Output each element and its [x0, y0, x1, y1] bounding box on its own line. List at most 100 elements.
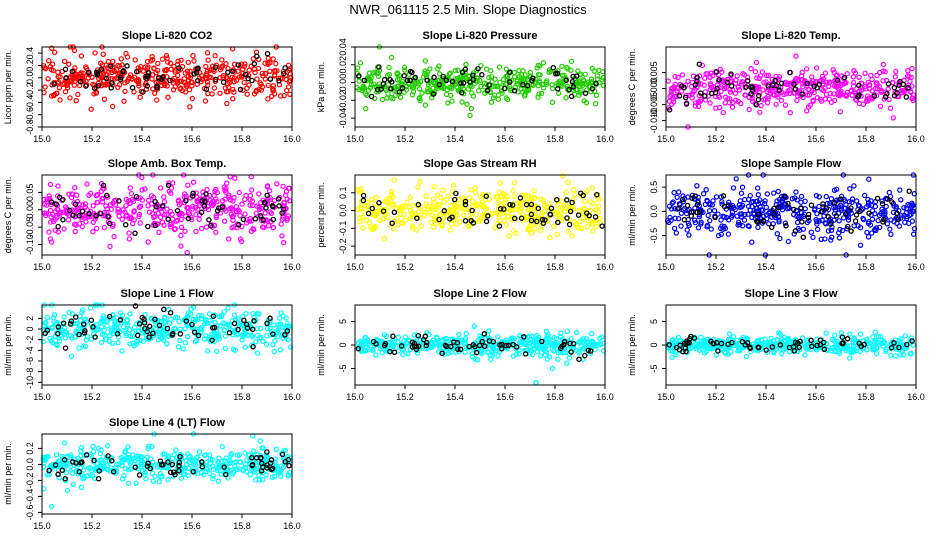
data-point	[474, 357, 481, 363]
data-point	[205, 90, 211, 97]
reference-point	[251, 61, 258, 67]
data-point	[231, 89, 237, 95]
data-point	[788, 80, 794, 86]
data-point	[98, 188, 105, 195]
data-point	[182, 326, 188, 332]
y-tick-label: 0	[338, 342, 348, 347]
data-point	[125, 76, 132, 82]
y-tick-label: -0.010	[649, 108, 659, 134]
data-point	[486, 74, 492, 81]
reference-point	[775, 204, 782, 211]
data-point	[489, 210, 495, 217]
data-point	[537, 72, 543, 78]
data-point	[555, 356, 561, 362]
reference-point	[844, 336, 851, 342]
x-tick-label: 15.8	[233, 262, 251, 272]
reference-point	[83, 83, 89, 89]
data-point	[194, 455, 200, 461]
data-point	[286, 78, 292, 85]
reference-point	[568, 349, 574, 355]
reference-point	[891, 340, 897, 346]
data-point	[832, 349, 838, 355]
data-point	[280, 183, 286, 190]
reference-point	[455, 346, 461, 352]
data-point	[510, 187, 516, 194]
data-point	[169, 221, 175, 227]
data-point	[77, 448, 84, 454]
data-point	[126, 327, 133, 333]
data-point	[226, 77, 233, 83]
reference-point	[535, 205, 542, 212]
data-point	[776, 330, 782, 336]
reference-point	[244, 325, 251, 331]
data-point	[185, 204, 191, 211]
reference-point	[378, 86, 384, 92]
data-point	[568, 58, 575, 65]
data-point	[285, 453, 291, 460]
reference-point	[871, 93, 878, 99]
reference-point	[874, 195, 881, 202]
data-point	[587, 207, 593, 213]
reference-point	[195, 77, 201, 84]
data-point	[745, 211, 751, 217]
data-point	[891, 203, 897, 209]
data-point	[65, 216, 72, 223]
data-point	[99, 199, 106, 205]
data-point	[122, 466, 129, 472]
data-point	[159, 209, 165, 215]
data-point	[496, 92, 502, 98]
reference-point	[264, 192, 270, 199]
data-point	[511, 193, 518, 199]
y-tick-label: -0.4	[25, 489, 35, 505]
data-point	[538, 90, 545, 97]
data-point	[230, 95, 236, 102]
reference-point	[77, 78, 84, 85]
data-point	[57, 97, 63, 103]
data-point	[267, 187, 273, 194]
data-point	[782, 201, 788, 207]
y-tick-label: -0.02	[338, 90, 348, 111]
data-point	[875, 333, 882, 340]
data-point	[417, 78, 424, 85]
reference-point	[60, 320, 67, 326]
data-point	[534, 348, 541, 355]
data-point	[162, 331, 168, 337]
data-point	[673, 230, 680, 236]
reference-point	[563, 77, 569, 84]
data-point	[669, 337, 676, 343]
data-point	[791, 211, 797, 218]
reference-point	[848, 205, 854, 211]
reference-point	[229, 68, 236, 75]
data-point	[569, 232, 576, 239]
reference-point	[714, 85, 720, 92]
data-point	[846, 198, 853, 205]
data-point	[216, 463, 222, 469]
data-point	[733, 176, 739, 182]
reference-point	[681, 84, 687, 91]
data-point	[402, 67, 408, 73]
data-point	[800, 335, 806, 341]
data-point	[125, 480, 132, 487]
data-point	[848, 210, 855, 216]
reference-point	[145, 223, 151, 230]
data-point	[703, 71, 709, 77]
data-point	[478, 83, 484, 90]
data-point	[513, 206, 519, 213]
data-point	[370, 347, 376, 353]
data-point	[888, 352, 894, 358]
data-point	[804, 219, 811, 226]
data-point	[495, 96, 501, 102]
data-point	[263, 217, 269, 223]
data-point	[87, 305, 94, 311]
data-point	[215, 468, 221, 474]
data-point	[174, 72, 181, 79]
data-point	[851, 67, 857, 74]
data-point	[407, 194, 413, 201]
data-point	[866, 82, 873, 88]
reference-point	[524, 82, 531, 89]
data-point	[842, 92, 848, 98]
data-point	[109, 103, 116, 110]
reference-point	[152, 198, 158, 205]
data-point	[223, 61, 229, 67]
